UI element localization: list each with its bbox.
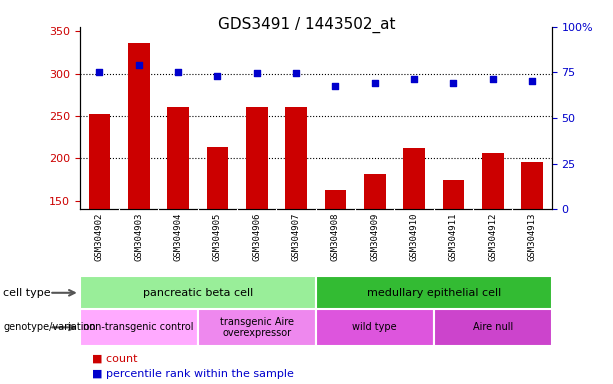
Bar [434,309,552,346]
Text: cell type: cell type [3,288,51,298]
Point [488,76,498,82]
Text: GSM304912: GSM304912 [488,213,497,261]
Text: GSM304908: GSM304908 [331,213,340,261]
Point [291,70,301,76]
Bar [80,276,316,309]
Point [409,76,419,82]
Text: GSM304903: GSM304903 [134,213,143,261]
Text: Aire null: Aire null [473,322,513,333]
Text: pancreatic beta cell: pancreatic beta cell [143,288,253,298]
Text: GSM304905: GSM304905 [213,213,222,261]
Text: GSM304907: GSM304907 [292,213,300,261]
Bar [443,180,464,209]
Text: non-transgenic control: non-transgenic control [83,322,194,333]
Text: genotype/variation: genotype/variation [3,322,96,333]
Bar [88,114,110,209]
Text: GSM304910: GSM304910 [409,213,419,261]
Bar [80,309,197,346]
Point [370,79,379,86]
Text: GSM304911: GSM304911 [449,213,458,261]
Text: GSM304913: GSM304913 [528,213,536,261]
Bar [167,108,189,209]
Text: GSM304902: GSM304902 [95,213,104,261]
Bar [316,309,434,346]
Bar [482,153,503,209]
Text: GSM304909: GSM304909 [370,213,379,261]
Bar [207,147,228,209]
Text: GSM304906: GSM304906 [252,213,261,261]
Point [449,79,459,86]
Point [252,70,262,76]
Point [213,73,223,79]
Text: GSM304904: GSM304904 [173,213,183,261]
Text: medullary epithelial cell: medullary epithelial cell [367,288,501,298]
Bar [324,190,346,209]
Text: wild type: wild type [352,322,397,333]
Text: ■ percentile rank within the sample: ■ percentile rank within the sample [92,369,294,379]
Bar [316,276,552,309]
Bar [521,162,543,209]
Bar [403,148,425,209]
Bar [246,107,267,209]
Text: ■ count: ■ count [92,354,137,364]
Bar [128,43,150,209]
Bar [285,107,307,209]
Point [527,78,537,84]
Text: GDS3491 / 1443502_at: GDS3491 / 1443502_at [218,17,395,33]
Point [330,83,340,89]
Bar [197,309,316,346]
Point [173,68,183,74]
Bar [364,174,386,209]
Text: transgenic Aire
overexpressor: transgenic Aire overexpressor [219,316,294,338]
Point [134,62,143,68]
Point [94,68,104,74]
